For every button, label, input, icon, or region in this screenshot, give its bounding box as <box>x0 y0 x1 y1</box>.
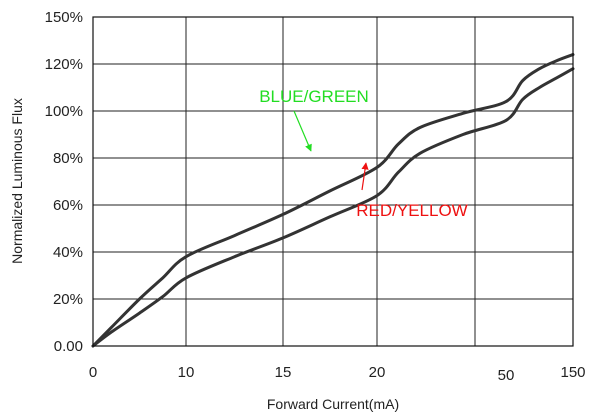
x-tick-labels: 0 10 15 20 50 150 <box>89 364 586 384</box>
x-tick-label: 20 <box>369 364 386 381</box>
y-tick-label: 40% <box>53 244 83 261</box>
y-tick-label: 60% <box>53 197 83 214</box>
y-axis-label: Normalized Luminous Flux <box>9 98 25 264</box>
x-tick-label: 10 <box>178 364 195 381</box>
y-tick-label: 120% <box>45 56 83 73</box>
series-lines <box>91 53 575 348</box>
x-tick-label: 0 <box>89 364 97 381</box>
x-tick-label: 50 <box>498 367 515 384</box>
annotations: BLUE/GREEN RED/YELLOW <box>259 87 468 220</box>
y-tick-label: 0.00 <box>54 338 83 355</box>
annotation-red-yellow-label: RED/YELLOW <box>356 201 467 220</box>
y-tick-label: 150% <box>45 9 83 26</box>
y-tick-labels: 0.00 20% 40% 60% 80% 100% 120% 150% <box>45 9 83 355</box>
y-tick-label: 20% <box>53 291 83 308</box>
annotation-blue-green-label: BLUE/GREEN <box>259 87 369 106</box>
y-tick-label: 80% <box>53 150 83 167</box>
annotation-red-yellow-arrow <box>361 162 369 191</box>
plot-frame <box>92 16 574 347</box>
x-tick-label: 150 <box>560 364 585 381</box>
y-tick-label: 100% <box>45 103 83 120</box>
series-line-red-yellow <box>91 67 575 348</box>
series-line-blue-green <box>91 53 575 348</box>
x-axis-label: Forward Current(mA) <box>267 396 399 412</box>
annotation-blue-green-arrow <box>293 110 312 152</box>
x-tick-label: 15 <box>275 364 292 381</box>
grid-lines <box>93 17 573 346</box>
